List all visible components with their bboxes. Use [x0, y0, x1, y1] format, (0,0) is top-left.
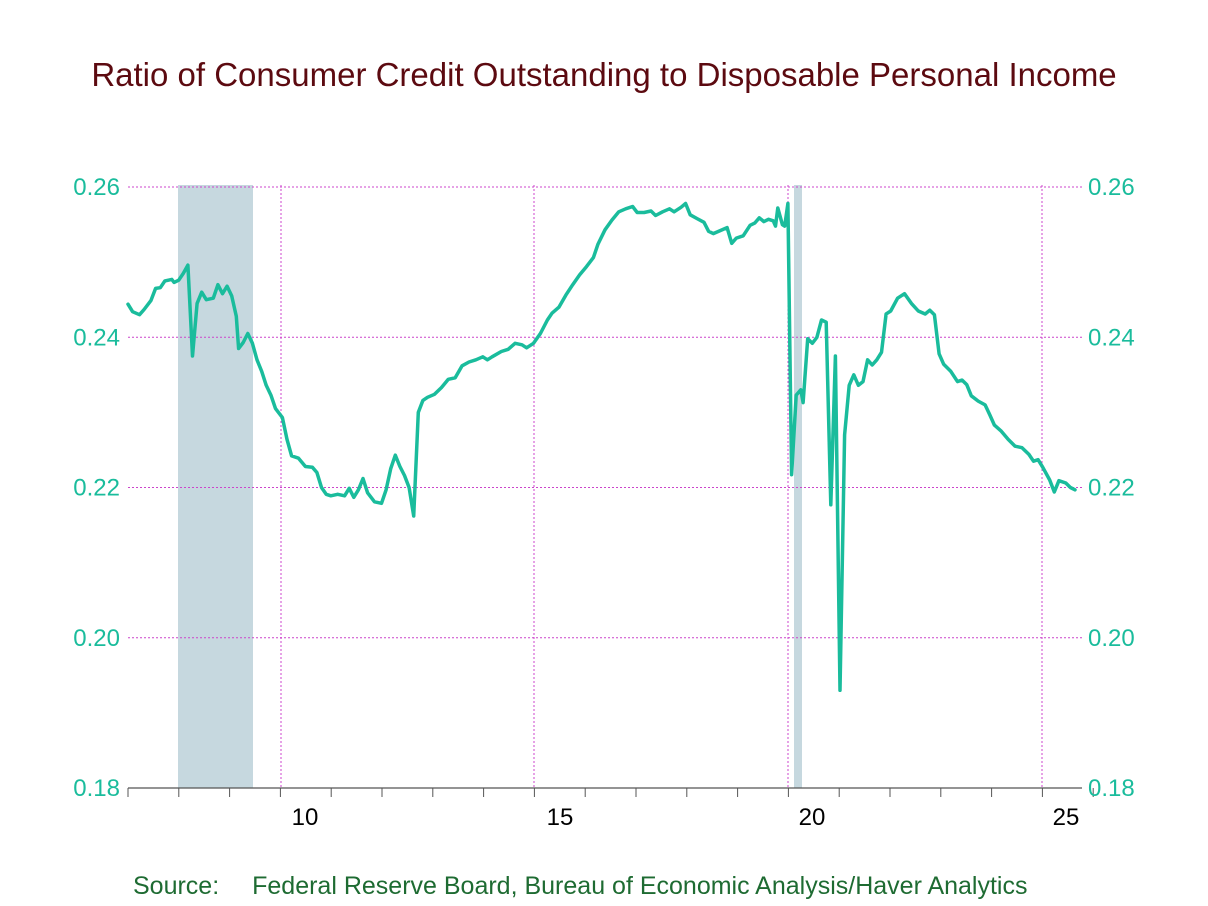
y-tick-label-left: 0.22 [73, 475, 120, 502]
x-tick-label: 10 [292, 804, 319, 831]
y-axis-left: 0.26 0.24 0.22 0.20 0.18 [73, 174, 120, 802]
y-tick-label-left: 0.26 [73, 174, 120, 201]
series-lines [126, 201, 1077, 693]
gridlines [128, 185, 1082, 788]
y-tick-label-right: 0.18 [1088, 775, 1135, 802]
y-axis-right: 0.26 0.24 0.22 0.20 0.18 [1088, 174, 1135, 802]
y-tick-label-right: 0.26 [1088, 174, 1135, 201]
recession-band [794, 185, 802, 788]
series-line [126, 201, 1077, 693]
x-tick-label: 20 [799, 804, 826, 831]
chart-title: Ratio of Consumer Credit Outstanding to … [91, 56, 1117, 93]
source-text: Federal Reserve Board, Bureau of Economi… [252, 872, 1028, 900]
source-note: Source: Federal Reserve Board, Bureau of… [133, 872, 1028, 901]
y-tick-label-left: 0.24 [73, 324, 120, 351]
x-tick-labels: 10 15 20 25 [292, 804, 1080, 831]
y-tick-label-left: 0.20 [73, 625, 120, 652]
y-tick-label-right: 0.20 [1088, 625, 1135, 652]
recession-bands [178, 185, 802, 788]
x-tick-label: 25 [1053, 804, 1080, 831]
x-tick-label: 15 [547, 804, 574, 831]
y-tick-label-right: 0.22 [1088, 475, 1135, 502]
source-label: Source: [133, 872, 220, 900]
y-tick-label-left: 0.18 [73, 775, 120, 802]
x-axis [127, 787, 1094, 797]
y-tick-label-right: 0.24 [1088, 324, 1135, 351]
